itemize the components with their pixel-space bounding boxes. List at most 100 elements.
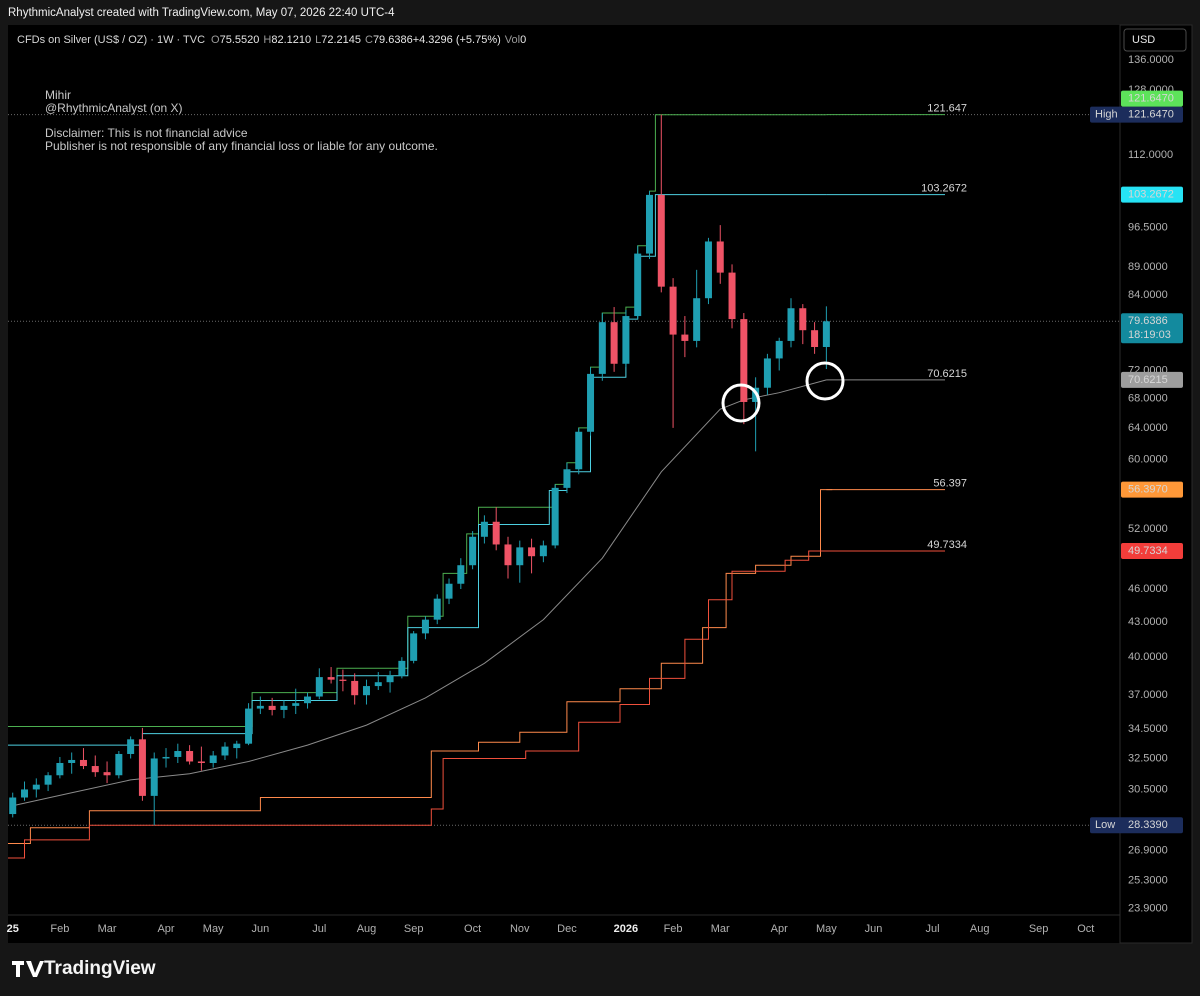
legend-value: 0 xyxy=(520,34,526,46)
price-tag: 70.6215 xyxy=(1121,371,1183,388)
candle-body xyxy=(79,759,87,767)
x-tick-label: May xyxy=(203,923,224,935)
x-tick-label: Oct xyxy=(1077,923,1094,935)
price-tag: 49.7334 xyxy=(1121,542,1183,559)
annotation-label: 121.647 xyxy=(927,103,967,115)
candle-body xyxy=(740,319,748,402)
price-tag-label: 79.6386 xyxy=(1128,315,1168,327)
price-tag-box xyxy=(1090,817,1183,834)
candle-body xyxy=(622,316,630,364)
candle-body xyxy=(245,708,253,744)
y-tick-label: 60.0000 xyxy=(1128,453,1168,465)
candle-body xyxy=(775,340,783,359)
x-tick-label: Jul xyxy=(312,923,326,935)
price-tag-label: 121.6470 xyxy=(1128,93,1174,105)
highlight-circle xyxy=(805,361,845,401)
brand-logo xyxy=(12,961,44,977)
x-tick-label: May xyxy=(816,923,837,935)
candle-body xyxy=(516,547,524,566)
price-tag-name: Low xyxy=(1095,819,1115,831)
x-tick-label: Jun xyxy=(865,923,883,935)
candle-body xyxy=(256,705,264,709)
indicator-line xyxy=(12,379,827,807)
candle-body xyxy=(787,308,795,341)
x-tick-label: Dec xyxy=(557,923,577,935)
candle-body xyxy=(433,598,441,620)
y-tick-label: 25.3000 xyxy=(1128,875,1168,887)
y-tick-label: 40.0000 xyxy=(1128,651,1168,663)
candle-body xyxy=(716,241,724,273)
candle-body xyxy=(386,675,394,683)
x-tick-label: Apr xyxy=(157,923,174,935)
price-tag: 121.6470 xyxy=(1121,90,1183,107)
candle-body xyxy=(398,660,406,676)
y-tick-label: 23.9000 xyxy=(1128,902,1168,914)
candle-body xyxy=(669,286,677,335)
legend-symbol: CFDs on Silver (US$ / OZ) · 1W · TVC xyxy=(17,34,205,46)
candle-body xyxy=(469,536,477,566)
price-tag: 79.6386 18:19:03 xyxy=(1121,313,1183,344)
candle-body xyxy=(492,521,500,545)
candle-body xyxy=(68,759,76,763)
price-tag: High 121.6470 xyxy=(1090,106,1183,123)
x-tick-label: Aug xyxy=(970,923,990,935)
y-tick-label: 136.0000 xyxy=(1128,54,1174,66)
y-tick-label: 34.5000 xyxy=(1128,723,1168,735)
y-tick-label: 89.0000 xyxy=(1128,261,1168,273)
legend-key: L xyxy=(315,34,321,46)
note: @RhythmicAnalyst (on X) xyxy=(45,101,183,115)
y-tick-label: 84.0000 xyxy=(1128,289,1168,301)
candle-body xyxy=(56,762,64,776)
annotation-label: 103.2672 xyxy=(921,182,967,194)
annotation-label: 70.6215 xyxy=(927,368,967,380)
annotation-label: 49.7334 xyxy=(927,539,967,551)
price-tag-label: 121.6470 xyxy=(1128,109,1174,121)
price-tag-label: 49.7334 xyxy=(1128,545,1168,557)
candle-body xyxy=(457,565,465,584)
y-tick-label: 64.0000 xyxy=(1128,422,1168,434)
price-tag-box xyxy=(1090,106,1183,123)
candle-body xyxy=(327,677,335,680)
candle-body xyxy=(44,775,52,785)
price-tag-name: High xyxy=(1095,109,1118,121)
indicator-line xyxy=(8,550,833,859)
price-tag-box xyxy=(1121,481,1183,498)
price-tag: 56.3970 xyxy=(1121,481,1183,498)
candle-body xyxy=(704,241,712,299)
candle-body xyxy=(598,322,606,374)
candle-body xyxy=(610,322,618,364)
price-tag: Low 28.3390 xyxy=(1090,817,1183,834)
x-tick-label: 25 xyxy=(7,923,19,935)
y-tick-label: 30.5000 xyxy=(1128,783,1168,795)
candle-body xyxy=(32,784,40,790)
currency[interactable]: USD xyxy=(1132,34,1155,46)
candle-body xyxy=(480,521,488,537)
note: Publisher is not responsible of any fina… xyxy=(45,139,438,153)
price-tag-label: 103.2672 xyxy=(1128,188,1174,200)
candle-body xyxy=(763,358,771,388)
price-tag-box xyxy=(1121,186,1183,203)
y-tick-label: 52.0000 xyxy=(1128,523,1168,535)
x-tick-label: Sep xyxy=(404,923,424,935)
candle-body xyxy=(657,194,665,287)
legend-key: Vol xyxy=(505,34,520,46)
x-tick-label: Oct xyxy=(464,923,481,935)
currency-button[interactable] xyxy=(1123,28,1187,52)
x-tick-label: Mar xyxy=(98,923,117,935)
header: RhythmicAnalyst created with TradingView… xyxy=(8,7,395,19)
indicator-line xyxy=(8,489,833,844)
candle-body xyxy=(9,797,17,815)
candle-body xyxy=(292,703,300,706)
x-tick-label: 2026 xyxy=(614,923,638,935)
price-tag-box xyxy=(1121,371,1183,388)
candle-body xyxy=(162,756,170,759)
legend-key: H xyxy=(263,34,271,46)
candle-body xyxy=(362,686,370,696)
candle-body xyxy=(539,545,547,557)
legend-key: C xyxy=(365,34,373,46)
legend-value: 82.1210 xyxy=(271,34,311,46)
candle-body xyxy=(693,298,701,341)
legend-key: O xyxy=(211,34,220,46)
y-tick-label: 68.0000 xyxy=(1128,392,1168,404)
y-tick-label: 96.5000 xyxy=(1128,222,1168,234)
